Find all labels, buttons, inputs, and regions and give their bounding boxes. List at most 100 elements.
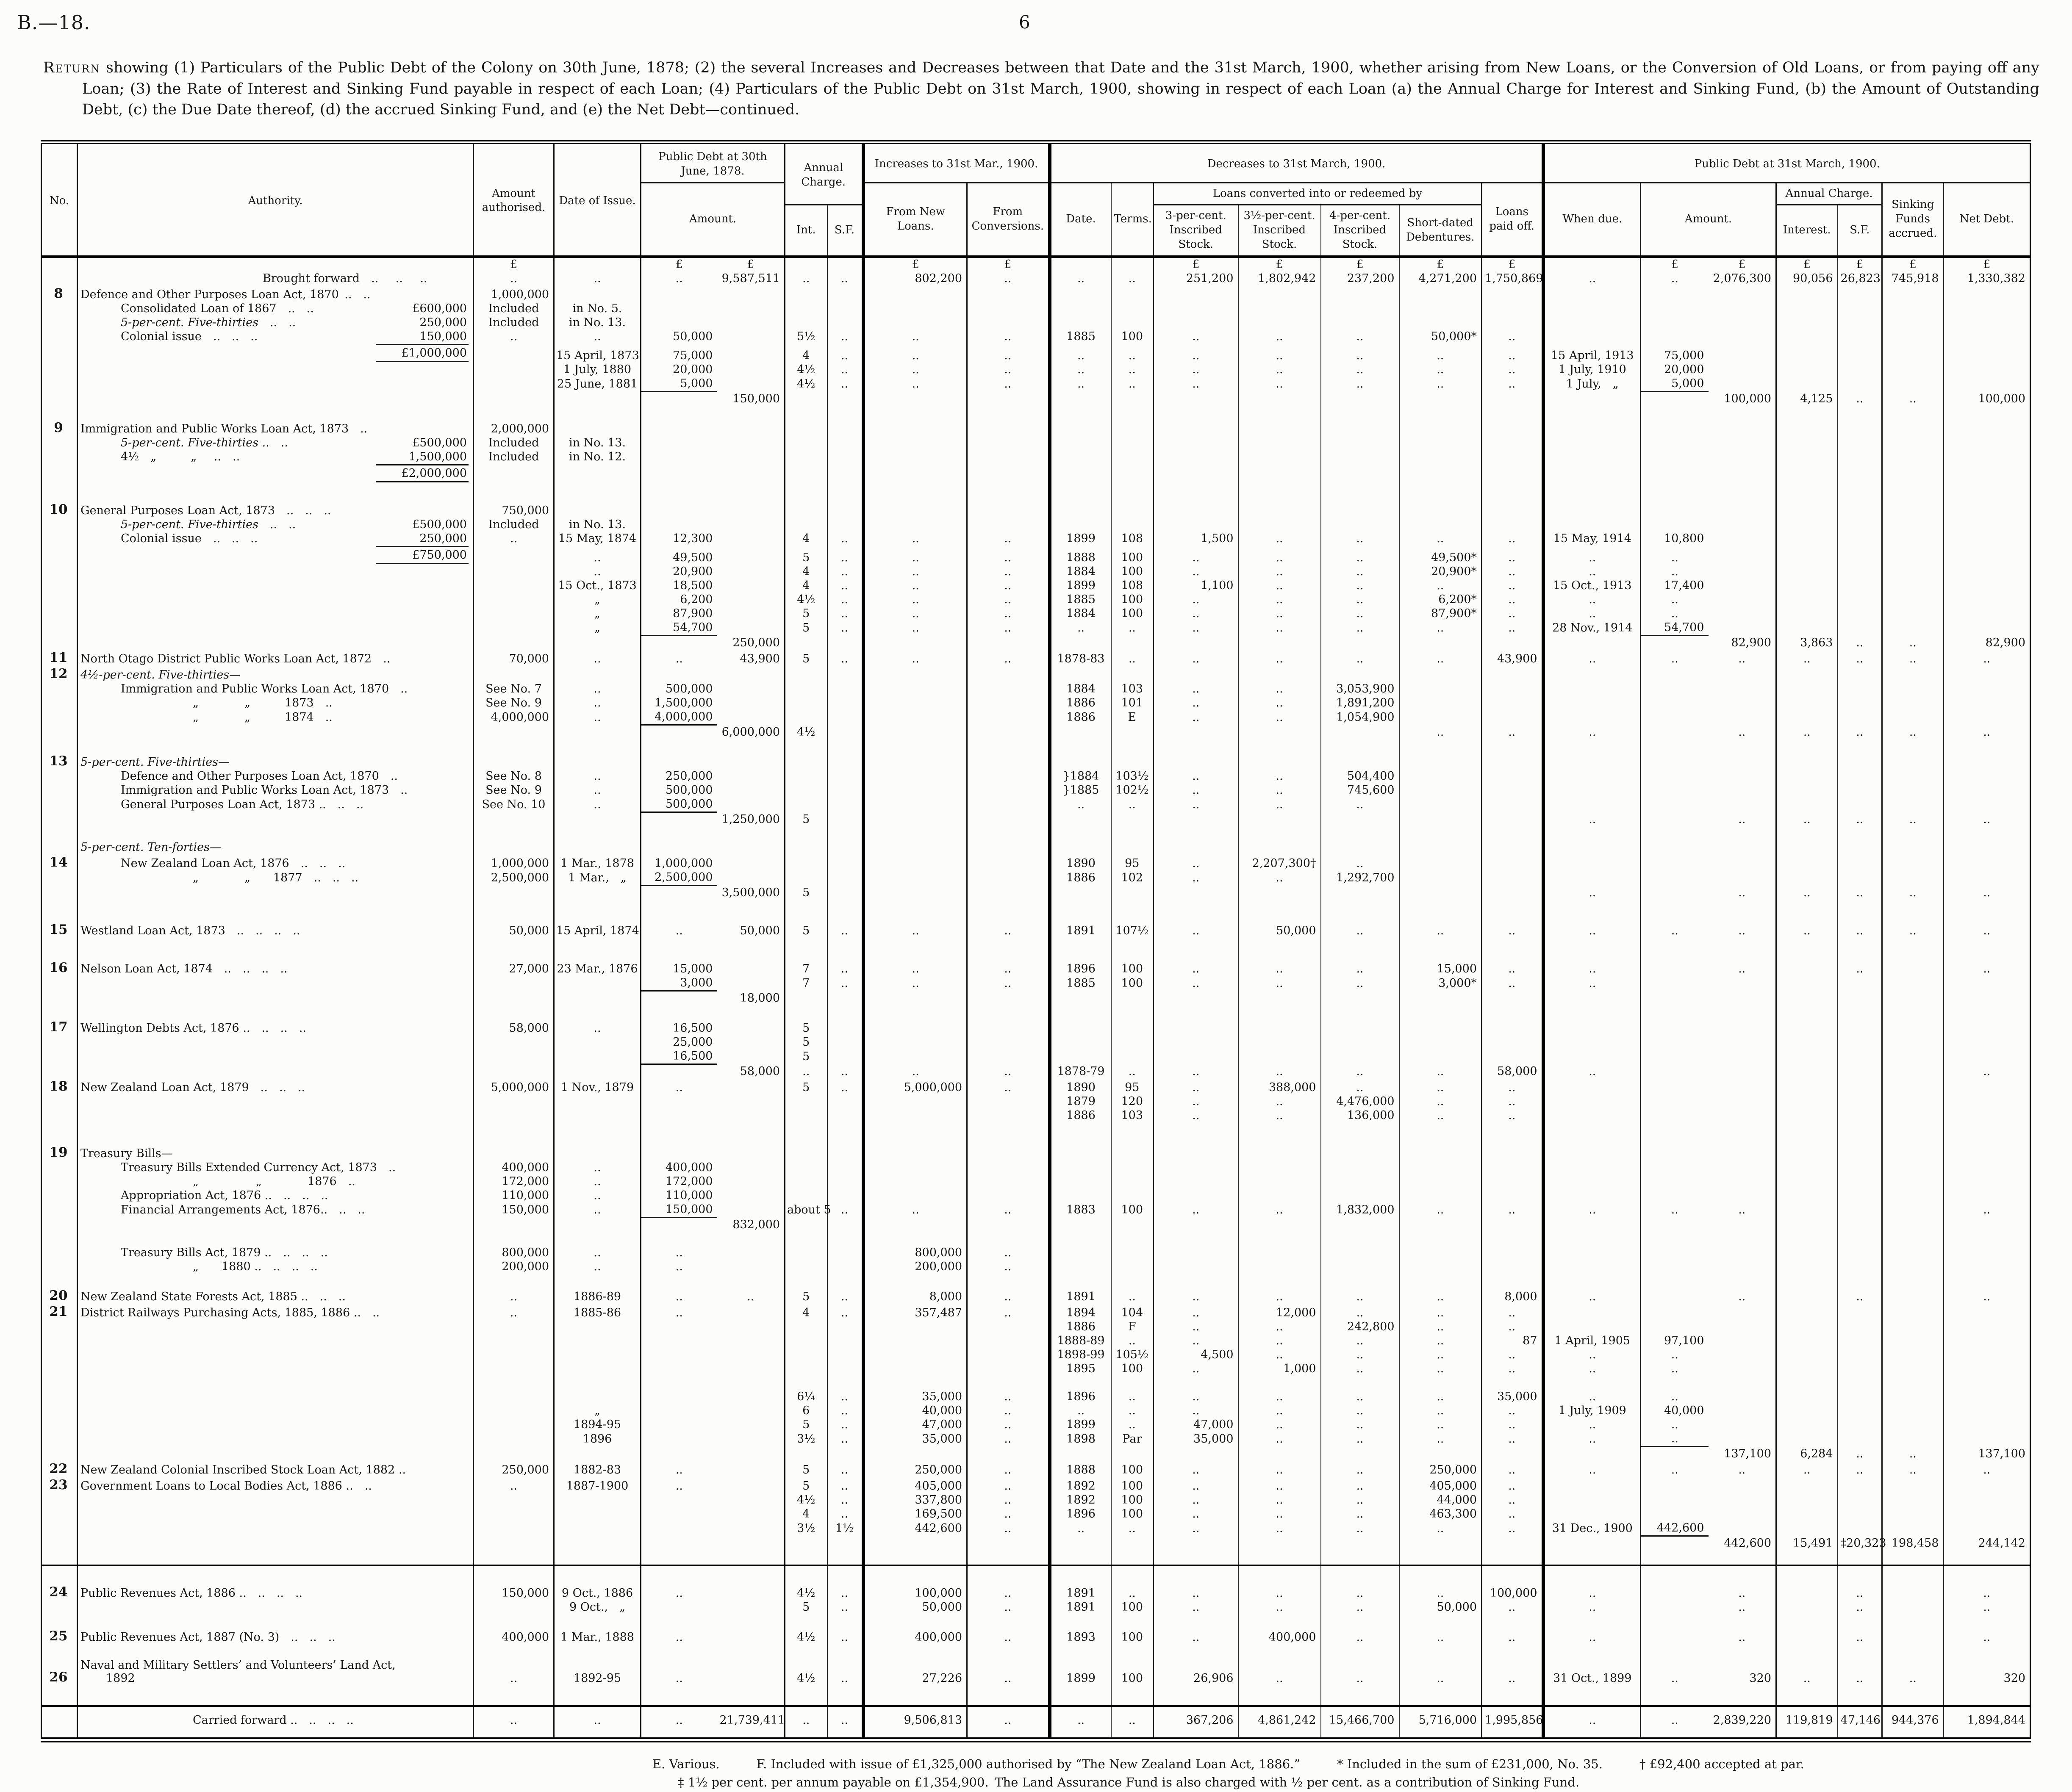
cell bbox=[861, 739, 967, 753]
cell: .. bbox=[1237, 870, 1321, 886]
cell: 1 Nov., 1879 bbox=[553, 1078, 641, 1095]
cell bbox=[1881, 797, 1944, 812]
row-number: 16 bbox=[41, 960, 78, 976]
authority-label: Defence and Other Purposes Loan Act, 187… bbox=[80, 288, 371, 301]
cell bbox=[1775, 1005, 1838, 1019]
authority-cell bbox=[77, 1232, 474, 1246]
cell bbox=[1398, 464, 1482, 483]
cell bbox=[861, 1005, 967, 1019]
cell: „ bbox=[553, 1404, 641, 1418]
cell: .. bbox=[966, 1521, 1050, 1536]
cell bbox=[1837, 1404, 1882, 1418]
cell bbox=[1881, 1202, 1944, 1218]
cell bbox=[861, 635, 967, 650]
cell: .. bbox=[1153, 1507, 1238, 1521]
cell bbox=[1837, 840, 1882, 855]
cell bbox=[553, 991, 641, 1005]
cell bbox=[1709, 377, 1776, 392]
cell bbox=[1110, 826, 1154, 841]
cell: .. bbox=[1541, 976, 1641, 991]
cell: .. bbox=[1237, 710, 1321, 725]
cell bbox=[1320, 635, 1399, 650]
cell: 1886 bbox=[1048, 1320, 1111, 1334]
cell bbox=[1775, 1320, 1838, 1334]
cell: £ bbox=[1738, 258, 1746, 271]
cell bbox=[1709, 1477, 1776, 1493]
cell: .. bbox=[966, 1628, 1050, 1645]
cell bbox=[473, 1644, 554, 1659]
cell bbox=[827, 1049, 863, 1064]
cell: .. bbox=[861, 1202, 967, 1218]
cell bbox=[1943, 1144, 2031, 1161]
cell bbox=[1709, 518, 1776, 532]
cell bbox=[1837, 532, 1882, 546]
cell bbox=[1481, 518, 1543, 532]
cell: .. bbox=[1153, 593, 1238, 607]
authority-cell bbox=[77, 1390, 474, 1404]
cell bbox=[1048, 1188, 1111, 1203]
cell bbox=[1775, 1019, 1838, 1036]
cell bbox=[640, 1334, 717, 1348]
cell bbox=[1481, 710, 1543, 725]
cell bbox=[1320, 464, 1399, 483]
authority-label: Immigration and Public Works Loan Act, 1… bbox=[121, 783, 408, 797]
cell: .. bbox=[473, 1658, 554, 1686]
cell bbox=[966, 518, 1050, 532]
cell: .. bbox=[1398, 579, 1482, 593]
cell: 1 July, 1880 bbox=[553, 363, 641, 377]
cell bbox=[1881, 565, 1944, 579]
cell bbox=[1398, 420, 1482, 436]
cell bbox=[717, 784, 785, 798]
cell bbox=[861, 518, 967, 532]
cell: 75,000 bbox=[640, 343, 717, 363]
cell: 5 bbox=[784, 1035, 827, 1050]
cell: .. bbox=[1640, 922, 1709, 938]
cell bbox=[640, 840, 717, 855]
cell bbox=[784, 696, 827, 710]
cell: 5 bbox=[784, 546, 827, 565]
cell: .. bbox=[1837, 725, 1882, 740]
cell bbox=[1237, 991, 1321, 1005]
row-number bbox=[41, 271, 78, 286]
cell: 1,894,844 bbox=[1943, 1705, 2031, 1740]
cell: £ bbox=[1153, 256, 1238, 272]
cell: 1 April, 1905 bbox=[1541, 1334, 1641, 1348]
cell bbox=[1153, 1005, 1238, 1019]
cell bbox=[1709, 1189, 1776, 1203]
cell: 1884 bbox=[1048, 682, 1111, 696]
cell: 8,000 bbox=[861, 1288, 967, 1304]
cell bbox=[1110, 812, 1154, 827]
row-number bbox=[41, 565, 78, 579]
cell bbox=[1709, 784, 1776, 798]
cell bbox=[1541, 854, 1641, 871]
cell bbox=[1398, 450, 1482, 464]
table-row bbox=[41, 1232, 2031, 1246]
cell bbox=[1110, 1005, 1154, 1019]
cell: .. bbox=[1481, 922, 1543, 938]
cell: 26,906 bbox=[1153, 1658, 1238, 1686]
cell bbox=[1398, 1217, 1482, 1232]
cell bbox=[966, 1188, 1050, 1203]
cell: 150,000 bbox=[732, 392, 780, 405]
table-row: 1895 100.. 1,000.......... bbox=[41, 1362, 2031, 1376]
document-reference: B.—18. bbox=[17, 11, 91, 34]
cell: 200,000 bbox=[861, 1260, 967, 1274]
authority-amount: £1,000,000 bbox=[376, 343, 469, 362]
cell: .. bbox=[1320, 1584, 1399, 1601]
table-row bbox=[41, 1570, 2031, 1584]
cell bbox=[1398, 783, 1482, 798]
authority-cell bbox=[77, 826, 474, 841]
cell: .. bbox=[1837, 635, 1882, 650]
authority-label: New Zealand State Forests Act, 1885 .. .… bbox=[80, 1290, 346, 1303]
cell bbox=[1775, 1404, 1838, 1418]
cell bbox=[473, 1536, 554, 1551]
row-number bbox=[41, 1432, 78, 1447]
cell bbox=[1640, 753, 1709, 770]
cell: .. bbox=[1775, 725, 1838, 740]
cell bbox=[1837, 343, 1882, 363]
cell bbox=[1481, 1550, 1543, 1565]
cell bbox=[1881, 436, 1944, 450]
cell bbox=[1775, 1628, 1838, 1645]
cell bbox=[1709, 450, 1776, 464]
cell: .. bbox=[1320, 1507, 1399, 1521]
